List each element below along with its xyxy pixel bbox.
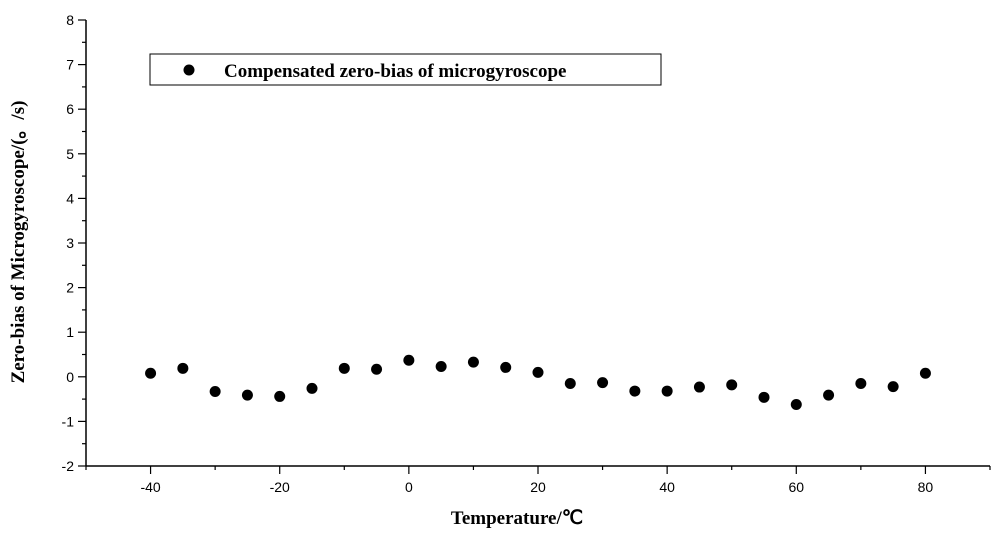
data-point [435, 361, 447, 373]
data-point [597, 377, 609, 389]
y-tick-label: 0 [66, 369, 74, 385]
x-tick-label: 60 [788, 479, 804, 495]
data-point [855, 377, 867, 389]
data-point [338, 362, 350, 374]
legend: Compensated zero-bias of microgyroscope [149, 53, 662, 86]
x-tick-label: 80 [918, 479, 934, 495]
x-tick-label: 40 [659, 479, 675, 495]
data-point [887, 381, 899, 393]
data-point [532, 366, 544, 378]
data-point [661, 385, 673, 397]
legend-box [149, 53, 662, 86]
data-point [693, 381, 705, 393]
y-axis-title: Zero-bias of Microgyroscope/(。/s) [8, 101, 29, 384]
y-tick-label: -2 [62, 458, 75, 474]
data-point [564, 377, 576, 389]
y-tick-label: 8 [66, 12, 74, 28]
data-point [790, 398, 802, 410]
y-tick-label: 1 [66, 324, 74, 340]
data-point [371, 363, 383, 375]
x-ticks: -40 -20 0 20 40 60 80 [85, 466, 991, 495]
data-point [629, 385, 641, 397]
data-point [823, 389, 835, 401]
y-ticks: -2 -1 0 1 2 3 4 5 6 7 8 [62, 12, 86, 474]
data-point [758, 391, 770, 403]
y-tick-label: -1 [62, 413, 75, 429]
data-points [145, 354, 931, 410]
data-point [241, 389, 253, 401]
data-point [274, 390, 286, 402]
y-tick-label: 3 [66, 235, 74, 251]
y-tick-label: 2 [66, 280, 74, 296]
legend-label: Compensated zero-bias of microgyroscope [224, 61, 566, 82]
y-tick-label: 4 [66, 190, 74, 206]
data-point [306, 382, 318, 394]
data-point [500, 361, 512, 373]
data-point [403, 354, 415, 366]
x-tick-label: 20 [530, 479, 546, 495]
y-tick-label: 7 [66, 57, 74, 73]
x-tick-label: -20 [270, 479, 290, 495]
y-tick-label: 5 [66, 146, 74, 162]
x-tick-label: -40 [140, 479, 160, 495]
data-point [726, 379, 738, 391]
data-point [919, 367, 931, 379]
plot-area: -40 -20 0 20 40 60 80 -2 -1 0 1 2 3 4 5 6 7 8 [62, 12, 991, 495]
data-point [145, 367, 157, 379]
data-point [177, 362, 189, 374]
data-point [209, 386, 221, 398]
data-point [467, 356, 479, 368]
y-tick-label: 6 [66, 101, 74, 117]
x-tick-label: 0 [405, 479, 413, 495]
legend-marker [183, 64, 195, 76]
x-axis-title: Temperature/℃ [451, 508, 583, 529]
